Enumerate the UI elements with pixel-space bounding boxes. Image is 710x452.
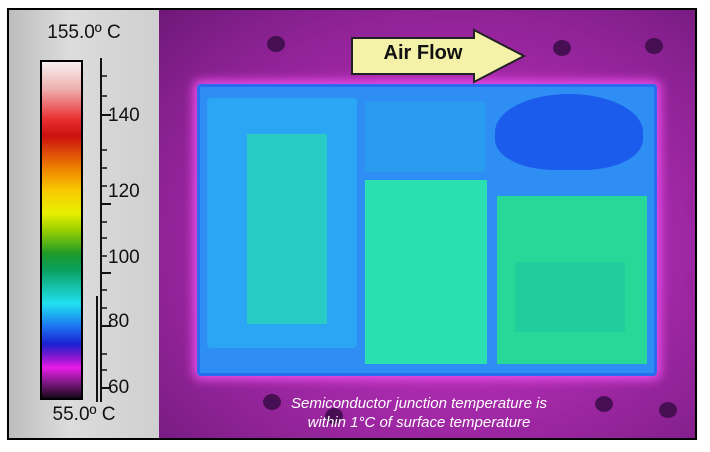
thermal-figure: 155.0º C	[7, 8, 697, 440]
board-region-right-hot	[515, 262, 625, 332]
air-flow-label: Air Flow	[383, 42, 463, 64]
mounting-hole	[659, 402, 677, 418]
tick-label-80: 80	[108, 311, 130, 332]
mounting-hole	[645, 38, 663, 54]
board-region-center	[365, 180, 487, 364]
tick-label-60: 60	[108, 377, 130, 398]
air-flow-arrow: Air Flow	[348, 28, 528, 84]
tick-label-140: 140	[108, 105, 140, 126]
scale-max-label: 155.0º C	[47, 22, 121, 43]
tick-label-120: 120	[108, 181, 140, 202]
tick-label-100: 100	[108, 247, 140, 268]
temperature-scale: 155.0º C	[9, 10, 159, 438]
caption-line-1: Semiconductor junction temperature is	[291, 395, 547, 412]
mounting-hole	[553, 40, 571, 56]
thermal-image: Air Flow Semiconductor junction temperat…	[159, 10, 695, 438]
mounting-hole	[267, 36, 285, 52]
caption-line-2: within 1°C of surface temperature	[307, 414, 531, 431]
color-bar	[40, 60, 83, 400]
image-caption: Semiconductor junction temperature is wi…	[269, 394, 569, 432]
board-region-left-warm	[247, 134, 327, 324]
board-region-top-middle	[365, 102, 485, 172]
mounting-hole	[325, 408, 343, 424]
mounting-hole	[595, 396, 613, 412]
scale-ticks: 140 120 100 80 60	[91, 58, 151, 402]
board-region-cool-zone	[495, 94, 643, 170]
mounting-hole	[263, 394, 281, 410]
circuit-board	[197, 84, 657, 376]
scale-min-label: 55.0º C	[52, 404, 116, 425]
